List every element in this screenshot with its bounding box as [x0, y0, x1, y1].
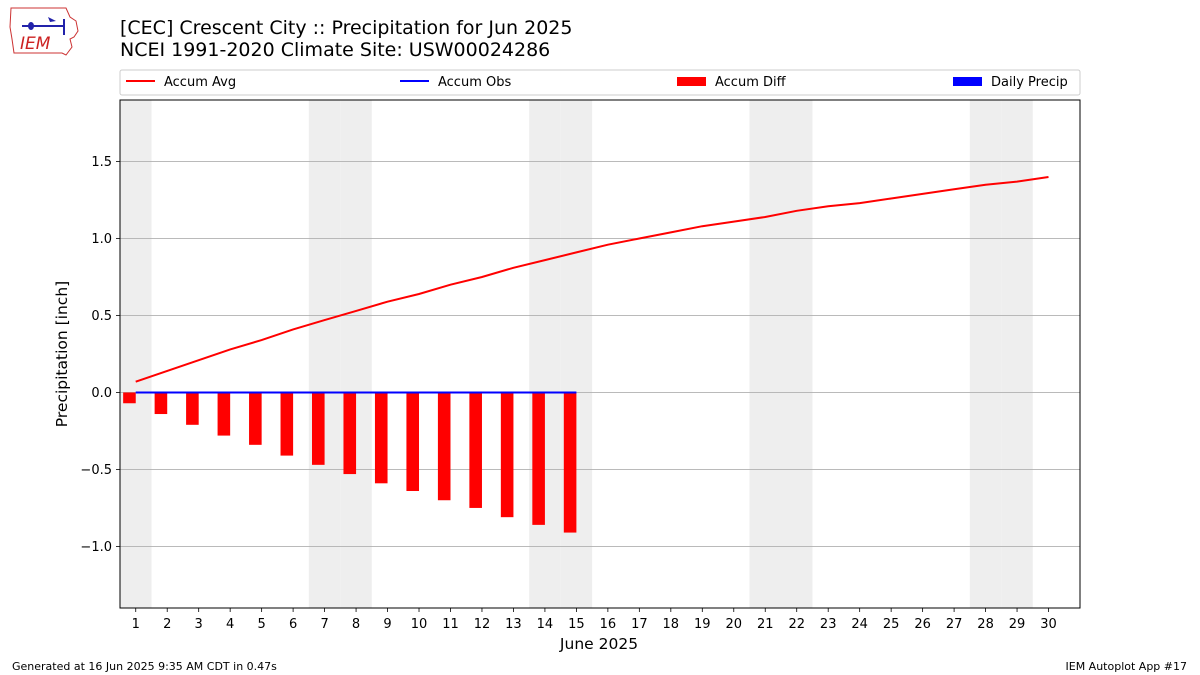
weekend-shade-day-15 — [560, 100, 593, 608]
x-axis-label: June 2025 — [559, 635, 638, 653]
accum-diff-bar-15 — [563, 392, 577, 533]
x-tick-label: 3 — [195, 617, 203, 632]
accum-diff-bar-13 — [500, 392, 514, 518]
accum-diff-bar-5 — [249, 392, 262, 445]
x-tick-label: 14 — [537, 617, 554, 632]
iem-logo: IEM — [8, 5, 83, 64]
x-tick-label: 28 — [977, 617, 994, 632]
y-axis-label: Precipitation [inch] — [53, 281, 71, 427]
legend-swatch-accum-diff — [677, 77, 706, 86]
weekend-shade-day-28 — [969, 100, 1002, 608]
weekend-shade-day-29 — [1001, 100, 1033, 608]
legend-label-daily-precip: Daily Precip — [991, 75, 1068, 90]
legend-label-accum-obs: Accum Obs — [438, 75, 511, 90]
x-tick-label: 26 — [914, 617, 931, 632]
x-tick-label: 17 — [631, 617, 648, 632]
logo-text: IEM — [20, 34, 51, 54]
y-tick-label: 0.0 — [91, 386, 112, 401]
x-tick-label: 12 — [474, 617, 491, 632]
weekend-shade-day-14 — [529, 100, 561, 608]
chart-subtitle: NCEI 1991-2020 Climate Site: USW00024286 — [120, 39, 551, 61]
accum-avg-line — [135, 176, 1049, 383]
x-tick-label: 18 — [663, 617, 680, 632]
accum-diff-bar-11 — [437, 392, 451, 501]
accum-diff-bar-3 — [186, 392, 199, 425]
chart-title-block: [CEC] Crescent City :: Precipitation for… — [120, 17, 572, 61]
x-tick-label: 20 — [725, 617, 742, 632]
legend: Accum Avg Accum Obs Accum Diff Daily Precip — [119, 69, 1081, 96]
y-tick-label: −1.0 — [80, 540, 112, 555]
x-tick-label: 7 — [320, 617, 328, 632]
accum-diff-bar-1 — [123, 392, 136, 404]
weekend-shade-day-7 — [308, 100, 341, 608]
x-tick-label: 5 — [257, 617, 265, 632]
x-tick-label: 27 — [946, 617, 963, 632]
x-tick-label: 29 — [1009, 617, 1026, 632]
weekend-shade-day-8 — [340, 100, 372, 608]
y-tick-label: 0.5 — [91, 309, 112, 324]
x-tick-label: 25 — [883, 617, 900, 632]
accum-diff-bar-4 — [217, 392, 231, 436]
x-tick-label: 22 — [788, 617, 805, 632]
legend-label-accum-avg: Accum Avg — [164, 75, 236, 90]
legend-label-accum-diff: Accum Diff — [715, 75, 787, 90]
weekend-shade-day-22 — [780, 100, 813, 608]
x-tick-label: 11 — [442, 617, 459, 632]
accum-diff-bar-12 — [469, 392, 482, 508]
iowa-outline-shape — [9, 7, 79, 56]
x-tick-label: 19 — [694, 617, 711, 632]
x-tick-label: 16 — [600, 617, 617, 632]
plot-frame — [119, 99, 1081, 609]
chart-title: [CEC] Crescent City :: Precipitation for… — [120, 17, 573, 39]
weekend-shade-day-1 — [120, 100, 152, 608]
y-tick-label: 1.5 — [91, 155, 112, 170]
accum-diff-bar-14 — [532, 392, 545, 525]
x-tick-label: 24 — [851, 617, 868, 632]
x-tick-label: 21 — [757, 617, 774, 632]
y-tick-label: 1.0 — [91, 232, 112, 247]
accum-diff-bar-10 — [406, 392, 420, 492]
x-tick-label: 13 — [505, 617, 522, 632]
accum-diff-bar-2 — [154, 392, 168, 415]
accum-diff-bar-9 — [374, 392, 388, 484]
x-tick-label: 30 — [1040, 617, 1057, 632]
legend-swatch-daily-precip — [953, 77, 982, 86]
x-tick-label: 10 — [411, 617, 428, 632]
x-tick-label: 6 — [289, 617, 297, 632]
x-tick-label: 1 — [132, 617, 140, 632]
accum-diff-bar-8 — [343, 392, 357, 475]
footer-app: IEM Autoplot App #17 — [1065, 660, 1188, 673]
footer-generated: Generated at 16 Jun 2025 9:35 AM CDT in … — [12, 660, 277, 673]
accum-diff-bar-7 — [312, 392, 325, 465]
y-tick-label: −0.5 — [80, 463, 112, 478]
x-tick-label: 4 — [226, 617, 234, 632]
legend-frame — [119, 69, 1081, 96]
x-tick-label: 15 — [568, 617, 585, 632]
x-tick-label: 2 — [163, 617, 171, 632]
weekend-shade-day-21 — [749, 100, 781, 608]
x-tick-label: 23 — [820, 617, 837, 632]
x-tick-label: 9 — [383, 617, 391, 632]
x-tick-label: 8 — [352, 617, 360, 632]
accum-diff-bar-6 — [280, 392, 294, 456]
